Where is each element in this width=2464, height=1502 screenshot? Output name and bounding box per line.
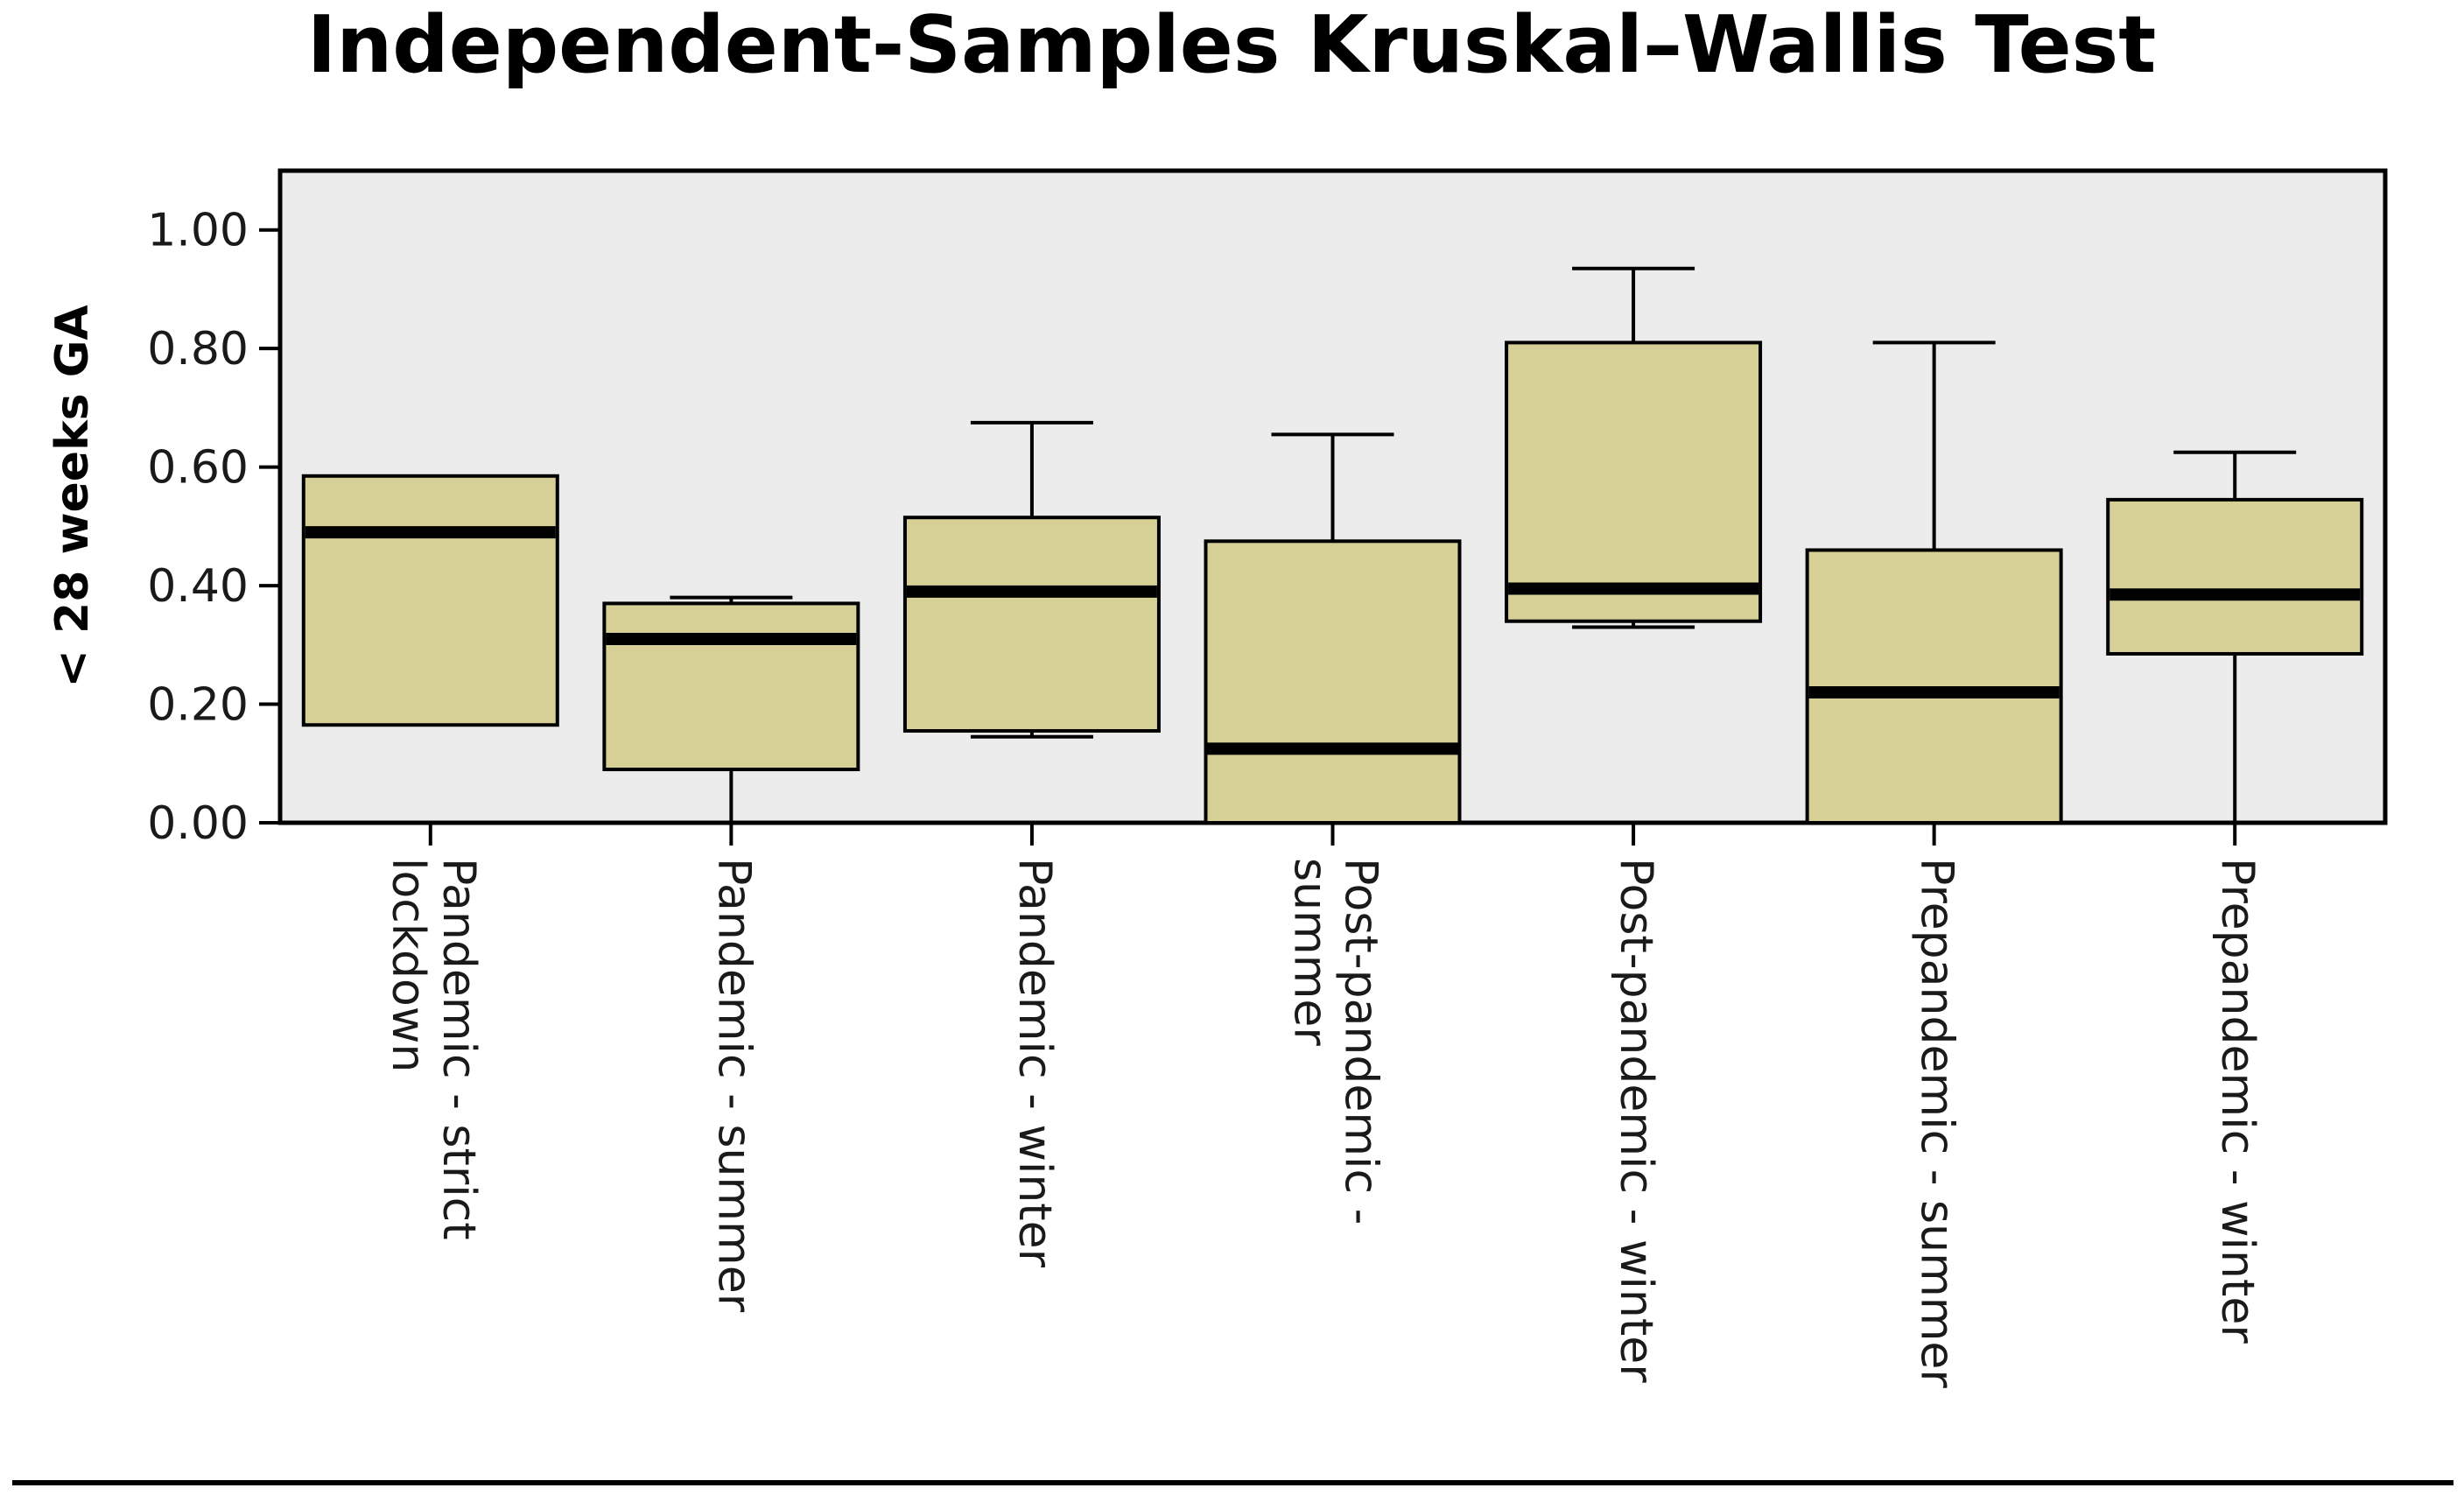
- box-4: [1204, 432, 1462, 825]
- box-iqr: [1204, 539, 1462, 825]
- box-6: [1805, 340, 2063, 825]
- x-category-label: Post-pandemic - winter: [1610, 858, 1662, 1383]
- x-category-label: Prepandemic - summer: [1911, 858, 1963, 1388]
- y-axis-label: < 28 weeks GA: [46, 305, 99, 687]
- x-category-label: Post-pandemic -: [1335, 858, 1387, 1225]
- box-1: [301, 474, 559, 727]
- x-category-label: lockdown: [382, 858, 434, 1072]
- y-tick-label: 0.00: [147, 797, 249, 850]
- box-3: [902, 420, 1161, 739]
- box-iqr: [902, 516, 1161, 733]
- y-axis: 0.00 0.20 0.40 0.60 0.80 1.00: [147, 205, 280, 850]
- x-category-label: Pandemic - summer: [707, 858, 760, 1313]
- box-7: [2106, 450, 2364, 823]
- box-2: [602, 595, 860, 823]
- y-tick-label: 0.60: [147, 442, 249, 495]
- box-iqr: [1505, 340, 1763, 623]
- box-iqr: [602, 601, 860, 772]
- y-tick-label: 0.80: [147, 323, 249, 376]
- y-tick-label: 0.20: [147, 679, 249, 732]
- box-iqr: [301, 474, 559, 727]
- x-category-label: Pandemic - winter: [1008, 858, 1061, 1268]
- chart-title: Independent-Samples Kruskal–Wallis Test: [307, 0, 2157, 91]
- box-iqr: [2106, 497, 2364, 656]
- box-5: [1505, 266, 1763, 629]
- y-tick-label: 1.00: [147, 205, 249, 257]
- box-group: [301, 266, 2364, 825]
- x-category-label: Prepandemic - winter: [2211, 858, 2264, 1344]
- x-category-label: summer: [1284, 858, 1337, 1046]
- y-tick-label: 0.40: [147, 560, 249, 613]
- x-category-label: Pandemic - strict: [432, 858, 485, 1240]
